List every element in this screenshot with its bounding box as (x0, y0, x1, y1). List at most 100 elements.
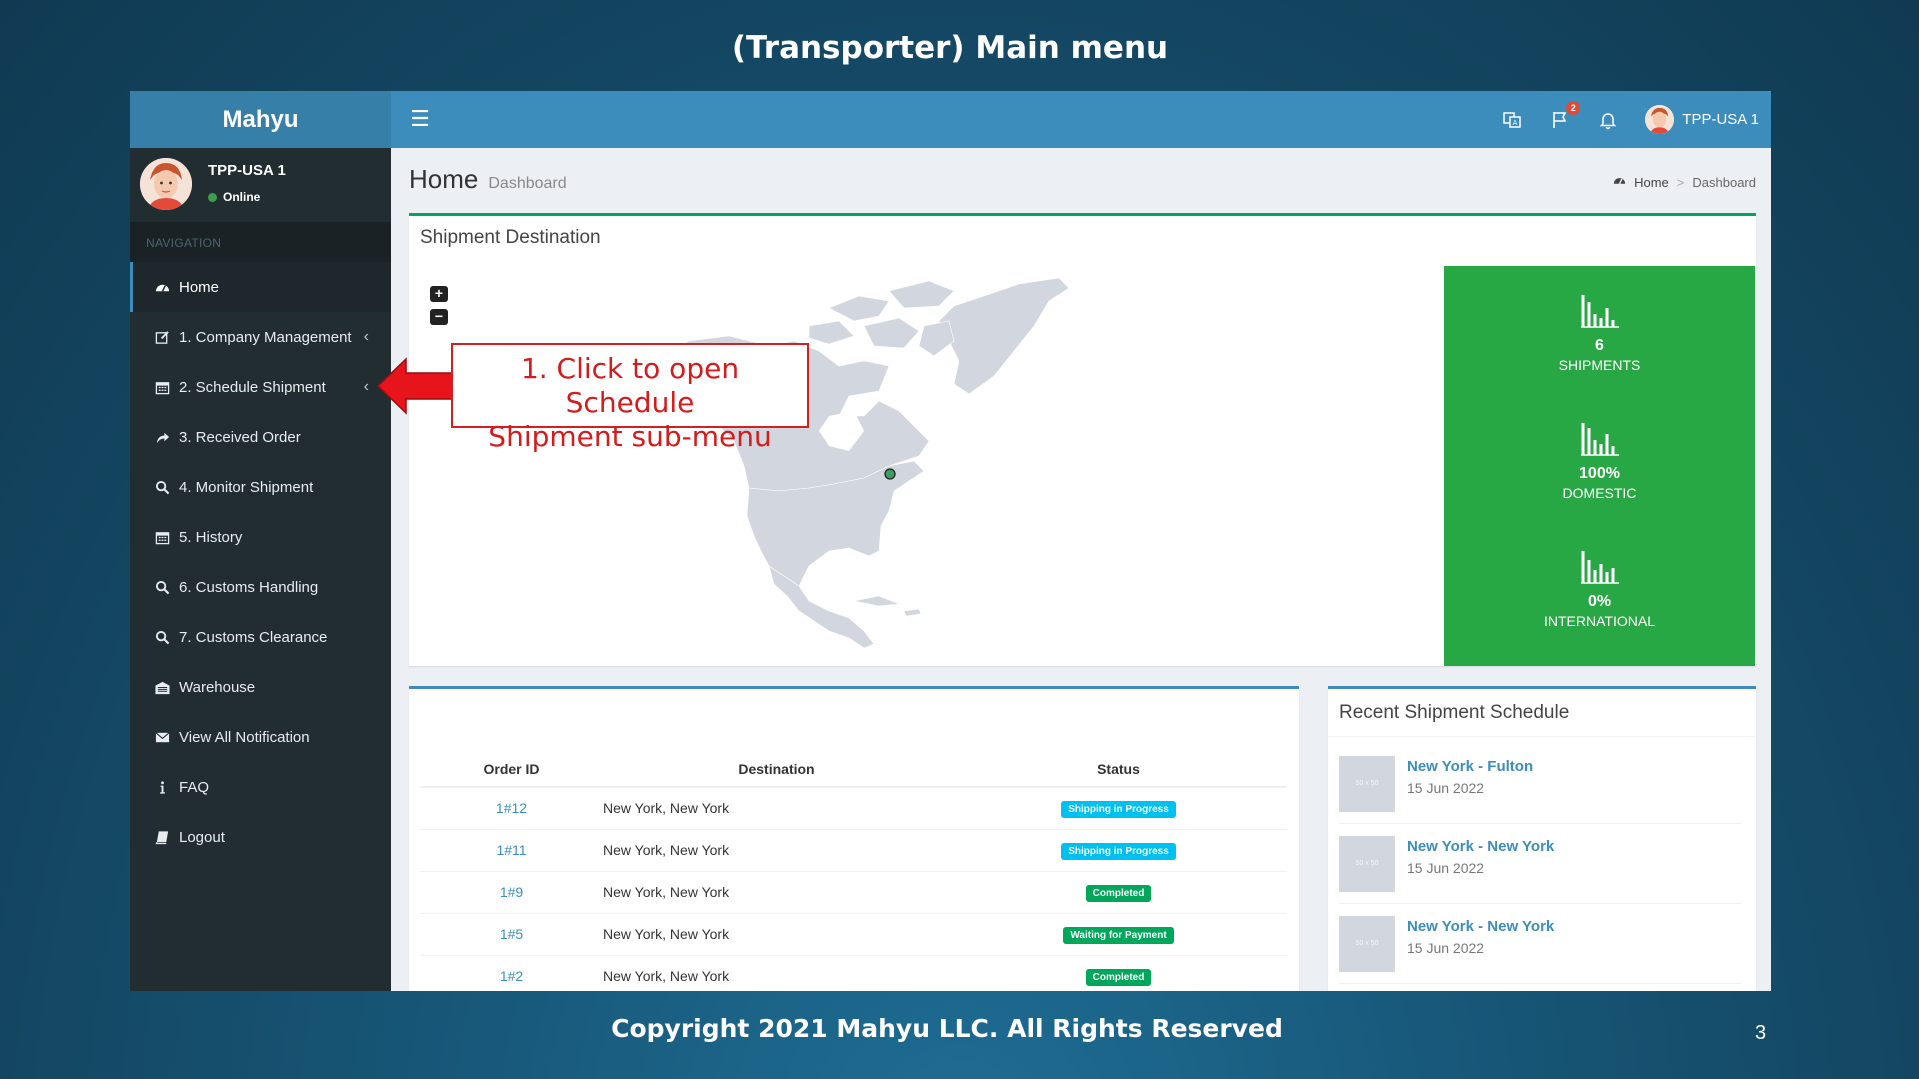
chevron-left-icon: ‹ (363, 328, 369, 345)
recent-item-date: 15 Jun 2022 (1407, 780, 1485, 796)
order-destination: New York, New York (603, 955, 950, 991)
user-panel: TPP-USA 1 Online (130, 148, 391, 222)
slide-footer: Copyright 2021 Mahyu LLC. All Rights Res… (611, 1014, 1283, 1043)
order-id-link[interactable]: 1#9 (420, 871, 603, 914)
column-header: Destination (603, 751, 950, 788)
sidebar-item-faq[interactable]: FAQ (130, 762, 391, 812)
bar-chart-icon (1580, 295, 1619, 328)
list-item: 50 x 50 New York - New York 15 Jun 2022 (1339, 904, 1742, 984)
box-title: Shipment Destination (420, 227, 601, 248)
table-row: 1#11 New York, New York Shipping in Prog… (420, 829, 1287, 872)
recent-item-link[interactable]: New York - Fulton (1407, 758, 1534, 775)
order-id-link[interactable]: 1#2 (420, 955, 603, 991)
sidebar-item-received-order[interactable]: 3. Received Order (130, 412, 391, 462)
order-destination: New York, New York (603, 871, 950, 914)
box-title: Recent Shipment Schedule (1328, 689, 1756, 737)
bar-chart-icon (1580, 423, 1619, 456)
main-content: Home Dashboard Home > Dashboard Shipment… (391, 148, 1771, 991)
sidebar-user-name: TPP-USA 1 (208, 162, 286, 179)
sidebar-toggle-icon[interactable]: ☰ (410, 106, 430, 131)
callout-line-1: 1. Click to open Schedule (520, 352, 740, 419)
slide-title: (Transporter) Main menu (731, 30, 1169, 66)
sidebar-item-warehouse[interactable]: Warehouse (130, 662, 391, 712)
sidebar-item-label: 6. Customs Handling (179, 578, 319, 596)
breadcrumb: Home > Dashboard (1613, 174, 1756, 190)
user-avatar (1645, 105, 1675, 134)
sidebar-item-label: Home (179, 278, 220, 296)
instruction-callout: 1. Click to open Schedule Shipment sub-m… (451, 343, 809, 453)
status-badge: Shipping in Progress (1061, 842, 1176, 860)
recent-item-link[interactable]: New York - New York (1407, 918, 1555, 935)
order-destination: New York, New York (603, 829, 950, 872)
breadcrumb-current: Dashboard (1692, 174, 1756, 190)
order-id-link[interactable]: 1#11 (420, 829, 603, 872)
shipment-stats-panel: 6 SHIPMENTS 100% DOMESTIC 0% INTERNATION… (1444, 266, 1755, 666)
topbar-icons: A 2 TPP-USA 1 (1501, 91, 1759, 148)
sidebar-item-view-all-notification[interactable]: View All Notification (130, 712, 391, 762)
sidebar-item-customs-clearance[interactable]: 7. Customs Clearance (130, 612, 391, 662)
zoom-in-button[interactable]: + (430, 286, 448, 302)
sidebar-item-company-management[interactable]: 1. Company Management ‹ (130, 312, 391, 362)
page-title: Home (409, 164, 479, 194)
sidebar-item-label: Warehouse (179, 678, 256, 696)
status-badge: Completed (1085, 968, 1152, 986)
sidebar-item-logout[interactable]: Logout (130, 812, 391, 862)
orders-box: Order ID Destination Status 1#12 New Yor… (409, 686, 1299, 991)
destination-marker[interactable] (884, 468, 896, 480)
zoom-out-button[interactable]: − (430, 309, 448, 325)
topbar-user-name: TPP-USA 1 (1682, 111, 1759, 128)
table-row: 1#12 New York, New York Shipping in Prog… (420, 787, 1287, 830)
order-id-link[interactable]: 1#5 (420, 913, 603, 956)
search-icon (151, 480, 173, 495)
nav-header: NAVIGATION (130, 222, 391, 262)
sidebar-item-customs-handling[interactable]: 6. Customs Handling (130, 562, 391, 612)
stat-value: 100% (1579, 465, 1620, 482)
edit-icon (151, 330, 173, 345)
translate-icon[interactable]: A (1501, 109, 1523, 131)
flag-icon[interactable]: 2 (1549, 100, 1581, 131)
world-map[interactable]: + − (409, 266, 1444, 666)
thumbnail-placeholder: 50 x 50 (1339, 756, 1395, 812)
search-icon (151, 580, 173, 595)
stat-label: SHIPMENTS (1558, 357, 1641, 373)
search-icon (151, 630, 173, 645)
thumbnail-placeholder: 50 x 50 (1339, 836, 1395, 892)
slide-number: 3 (1755, 1022, 1767, 1044)
page-subtitle: Dashboard (488, 175, 567, 192)
app-window: Mahyu ☰ A 2 TPP-USA 1 (130, 91, 1771, 991)
online-dot-icon (208, 192, 217, 202)
user-menu[interactable]: TPP-USA 1 (1645, 105, 1759, 134)
calendar-icon (151, 530, 173, 545)
table-header-row: Order ID Destination Status (420, 751, 1287, 788)
brand-logo[interactable]: Mahyu (130, 91, 391, 148)
list-item: 50 x 50 New York - New York 15 Jun 2022 (1339, 824, 1742, 904)
sidebar-item-label: 3. Received Order (179, 428, 301, 446)
user-status: Online (208, 190, 260, 204)
order-destination: New York, New York (603, 913, 950, 956)
recent-item-link[interactable]: New York - New York (1407, 838, 1555, 855)
north-america-map-shape (623, 277, 1070, 649)
order-id-link[interactable]: 1#12 (420, 787, 603, 830)
share-icon (151, 430, 173, 445)
stat-label: DOMESTIC (1562, 485, 1637, 501)
recent-shipment-box: Recent Shipment Schedule 50 x 50 New Yor… (1328, 686, 1756, 991)
breadcrumb-home-link[interactable]: Home (1634, 174, 1669, 190)
shipment-destination-box: Shipment Destination + − (409, 213, 1756, 666)
callout-line-2: Shipment sub-menu (488, 420, 772, 453)
sidebar-item-schedule-shipment[interactable]: 2. Schedule Shipment ‹ (130, 362, 391, 412)
sidebar-item-monitor-shipment[interactable]: 4. Monitor Shipment (130, 462, 391, 512)
table-row: 1#9 New York, New York Completed (420, 871, 1287, 914)
dashboard-icon (1613, 174, 1626, 190)
bell-icon[interactable] (1597, 109, 1619, 131)
envelope-icon (151, 730, 173, 745)
column-header: Order ID (420, 751, 603, 788)
stat-domestic: 100% DOMESTIC (1444, 422, 1755, 501)
sidebar-item-home[interactable]: Home (130, 262, 391, 312)
breadcrumb-separator: > (1676, 174, 1685, 190)
info-icon (151, 780, 173, 795)
stat-international: 0% INTERNATIONAL (1444, 550, 1755, 629)
sidebar-item-history[interactable]: 5. History (130, 512, 391, 562)
sidebar-avatar (140, 158, 192, 210)
table-row: 1#2 New York, New York Completed (420, 955, 1287, 991)
order-destination: New York, New York (603, 787, 950, 830)
